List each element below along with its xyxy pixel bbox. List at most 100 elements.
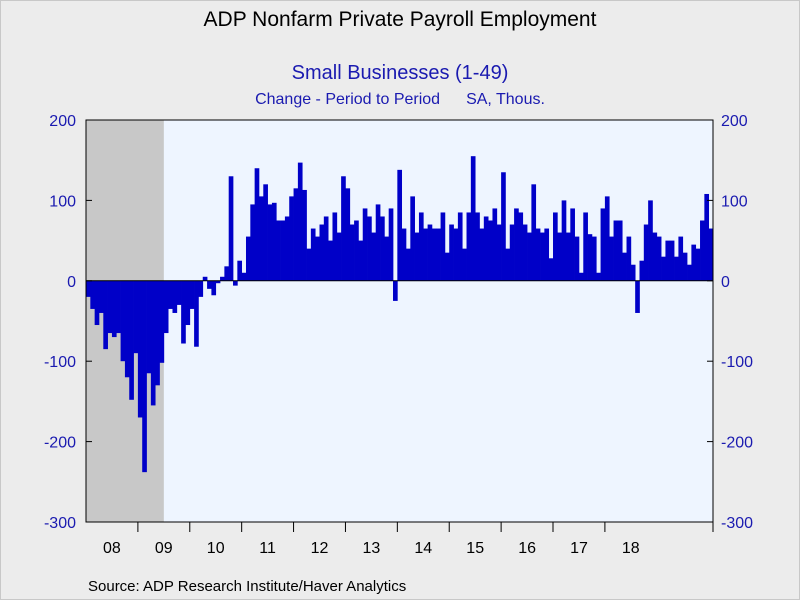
bar <box>224 266 230 281</box>
bar <box>695 248 701 281</box>
bar <box>375 204 381 281</box>
bar <box>514 208 519 281</box>
bar <box>172 280 178 313</box>
bar <box>233 280 238 286</box>
bar <box>163 280 169 334</box>
bar <box>86 280 91 297</box>
bar <box>388 208 394 281</box>
bar <box>535 228 541 281</box>
bar <box>94 280 100 326</box>
bar <box>453 228 459 281</box>
bar <box>604 196 610 281</box>
bar <box>475 212 480 281</box>
bar <box>596 272 601 281</box>
bar <box>531 184 537 281</box>
bar <box>354 220 359 281</box>
bar <box>280 220 286 281</box>
bar <box>652 232 658 281</box>
x-tick-label: 14 <box>414 540 432 557</box>
bar <box>168 280 173 309</box>
bar <box>129 280 134 400</box>
x-tick-label: 16 <box>518 540 536 557</box>
bar <box>570 208 575 281</box>
x-tick-label: 15 <box>466 540 484 557</box>
bar <box>678 236 684 281</box>
bar <box>518 212 524 281</box>
y-tick-label-right: 100 <box>721 193 748 210</box>
bar <box>669 240 675 281</box>
bar <box>587 234 593 281</box>
x-tick-label: 10 <box>207 540 225 557</box>
bar <box>267 204 273 281</box>
bar <box>345 188 351 281</box>
bar <box>176 280 182 305</box>
bar <box>297 162 303 281</box>
bar <box>639 260 645 281</box>
x-tick-label: 18 <box>622 540 640 557</box>
bar <box>626 236 632 281</box>
bar <box>159 280 165 363</box>
bar <box>401 228 407 281</box>
chart-measure: Change - Period to Period SA, Thous. <box>0 91 800 109</box>
y-tick-label-right: -100 <box>721 354 753 371</box>
bar <box>643 224 649 281</box>
bar <box>142 280 147 473</box>
bar <box>211 280 217 296</box>
bar <box>328 240 333 281</box>
bar <box>635 280 640 313</box>
bar <box>98 280 104 313</box>
bar <box>194 280 199 347</box>
bar <box>436 228 441 281</box>
y-tick-label-right: -200 <box>721 435 753 452</box>
bar <box>708 228 714 281</box>
bar <box>656 236 662 281</box>
bar <box>682 252 688 281</box>
bar <box>462 248 467 281</box>
bar <box>410 196 415 281</box>
bar <box>198 280 204 297</box>
bar <box>120 280 126 362</box>
bar <box>449 224 454 281</box>
bar <box>574 236 580 281</box>
bar <box>700 220 705 281</box>
bar <box>133 280 139 354</box>
x-tick-label: 12 <box>311 540 329 557</box>
bar <box>323 216 329 281</box>
bar <box>254 168 260 281</box>
y-tick-label-left: -200 <box>44 435 76 452</box>
bar <box>470 156 476 281</box>
source-note: Source: ADP Research Institute/Haver Ana… <box>88 578 407 595</box>
bar <box>479 228 485 281</box>
bar <box>289 196 294 281</box>
bar <box>544 228 550 281</box>
bar <box>522 224 528 281</box>
bar <box>440 212 446 281</box>
bar <box>591 236 597 281</box>
x-tick-label: 13 <box>363 540 381 557</box>
bar <box>250 204 255 281</box>
bar <box>181 280 186 344</box>
bar <box>271 202 277 281</box>
bar <box>687 264 692 281</box>
bar <box>310 228 316 281</box>
bar <box>427 224 433 281</box>
bar <box>90 280 95 309</box>
bar <box>263 184 268 281</box>
bar <box>185 280 191 326</box>
bar <box>220 276 225 281</box>
bar <box>444 252 450 281</box>
bar <box>540 232 545 281</box>
bar <box>341 176 346 281</box>
bar <box>505 248 511 281</box>
bar <box>557 232 562 281</box>
bar <box>492 208 498 281</box>
bar <box>665 240 671 281</box>
units-label: SA, Thous. <box>466 91 545 108</box>
bar <box>207 280 212 289</box>
bar <box>362 208 368 281</box>
bar <box>565 232 571 281</box>
y-tick-label-right: -300 <box>721 515 753 532</box>
bar <box>380 216 385 281</box>
bar <box>488 220 493 281</box>
